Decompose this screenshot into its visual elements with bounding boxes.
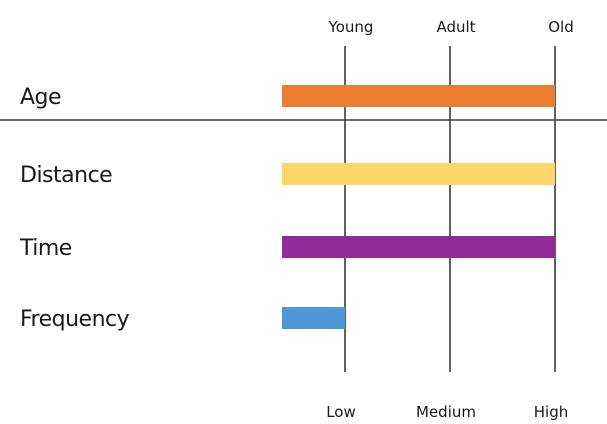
top-tick-label-old: Old [548, 18, 574, 36]
category-label-age: Age [20, 85, 61, 110]
bar-distance [282, 163, 555, 185]
top-axis-tick-labels: Young Adult Old [328, 18, 574, 36]
bottom-tick-label-medium: Medium [416, 403, 476, 421]
bars [282, 85, 555, 329]
bar-time [282, 236, 555, 258]
bar-frequency [282, 307, 345, 329]
bottom-tick-label-high: High [534, 403, 568, 421]
category-label-frequency: Frequency [20, 307, 130, 332]
bar-age [282, 85, 555, 107]
bottom-axis-tick-labels: Low Medium High [326, 403, 568, 421]
top-tick-label-adult: Adult [436, 18, 475, 36]
bottom-tick-label-low: Low [326, 403, 356, 421]
top-tick-label-young: Young [328, 18, 374, 36]
category-label-time: Time [19, 236, 72, 261]
category-labels: Age Distance Time Frequency [19, 85, 130, 332]
category-label-distance: Distance [20, 163, 112, 188]
